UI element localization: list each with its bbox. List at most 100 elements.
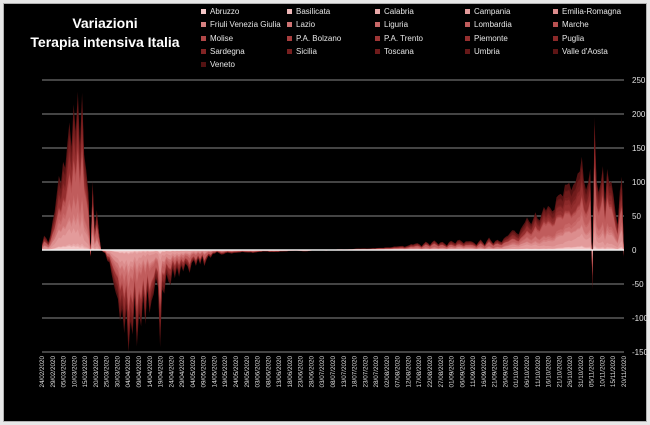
- y-tick-label: 150: [632, 144, 646, 153]
- x-tick-label: 06/10/2020: [524, 356, 531, 388]
- legend-label: Sardegna: [210, 46, 245, 56]
- legend-item: Sicilia: [287, 45, 317, 58]
- legend-item: P.A. Bolzano: [287, 32, 341, 45]
- legend-swatch: [553, 48, 558, 54]
- legend-swatch: [465, 35, 470, 41]
- x-tick-label: 15/11/2020: [610, 356, 617, 388]
- legend-swatch: [465, 9, 470, 14]
- legend-swatch: [201, 22, 206, 28]
- legend-swatch: [375, 9, 380, 14]
- legend-swatch: [201, 9, 206, 14]
- legend-item: Sardegna: [201, 45, 245, 58]
- legend-swatch: [553, 9, 558, 14]
- x-tick-label: 08/07/2020: [330, 356, 337, 388]
- y-tick-label: 0: [632, 246, 637, 255]
- legend-item: Calabria: [375, 5, 414, 18]
- legend-swatch: [375, 22, 380, 28]
- x-tick-label: 04/04/2020: [125, 356, 132, 388]
- x-tick-label: 01/09/2020: [449, 356, 456, 388]
- x-tick-label: 28/06/2020: [308, 355, 315, 387]
- x-tick-label: 12/08/2020: [405, 355, 412, 387]
- legend-item: Liguria: [375, 18, 408, 31]
- legend-item: Lazio: [287, 18, 315, 31]
- legend-label: Calabria: [384, 7, 414, 16]
- x-tick-label: 17/08/2020: [416, 356, 423, 388]
- x-tick-label: 10/03/2020: [71, 355, 78, 387]
- x-tick-label: 23/06/2020: [298, 356, 305, 388]
- legend-swatch: [465, 48, 470, 54]
- legend-item: Abruzzo: [201, 5, 239, 18]
- legend-swatch: [287, 48, 292, 54]
- x-tick-label: 13/07/2020: [341, 356, 348, 388]
- y-tick-label: -50: [632, 280, 644, 289]
- y-tick-label: -150: [632, 348, 649, 357]
- x-tick-label: 20/03/2020: [93, 356, 100, 388]
- x-tick-label: 18/07/2020: [352, 356, 359, 388]
- y-tick-label: 100: [632, 178, 646, 187]
- x-tick-label: 19/05/2020: [222, 356, 229, 388]
- legend-label: Friuli Venezia Giulia: [210, 20, 281, 30]
- legend-item: Campania: [465, 5, 510, 18]
- x-tick-label: 11/09/2020: [470, 356, 477, 388]
- x-tick-label: 15/03/2020: [82, 356, 89, 388]
- legend-swatch: [553, 22, 558, 28]
- legend-item: Valle d'Aosta: [553, 45, 608, 58]
- legend-item: Emilia-Romagna: [553, 5, 621, 18]
- y-tick-label: 50: [632, 212, 641, 221]
- x-tick-label: 29/05/2020: [244, 356, 251, 388]
- legend-label: Marche: [562, 20, 589, 30]
- x-tick-label: 30/03/2020: [114, 355, 121, 387]
- x-tick-label: 03/07/2020: [319, 356, 326, 388]
- x-tick-label: 05/11/2020: [589, 356, 596, 388]
- legend-label: Valle d'Aosta: [562, 46, 608, 56]
- x-tick-label: 09/05/2020: [201, 356, 208, 388]
- legend-label: Lazio: [296, 20, 316, 30]
- x-tick-label: 16/10/2020: [546, 356, 553, 388]
- legend-label: Liguria: [384, 20, 409, 30]
- x-tick-label: 26/10/2020: [567, 356, 574, 388]
- legend-item: Molise: [201, 32, 233, 45]
- x-tick-label: 20/11/2020: [621, 356, 628, 388]
- y-tick-label: 200: [632, 110, 646, 119]
- legend-label: Molise: [210, 33, 234, 43]
- legend-item: Lombardia: [465, 18, 512, 31]
- legend-label: Lombardia: [474, 20, 512, 30]
- legend-item: Marche: [553, 18, 589, 31]
- legend-item: Umbria: [465, 45, 500, 58]
- legend-swatch: [465, 22, 470, 28]
- legend-label: Sicilia: [296, 46, 317, 56]
- x-tick-label: 31/10/2020: [578, 356, 585, 388]
- x-tick-label: 27/08/2020: [438, 356, 445, 388]
- x-tick-label: 21/10/2020: [556, 355, 563, 387]
- x-tick-label: 21/09/2020: [492, 356, 499, 388]
- legend-item: Puglia: [553, 32, 584, 45]
- y-tick-label: -100: [632, 314, 649, 323]
- legend-label: Emilia-Romagna: [562, 7, 622, 16]
- legend-label: Puglia: [562, 33, 585, 43]
- legend-item: Veneto: [201, 58, 235, 71]
- legend-label: Abruzzo: [210, 7, 240, 16]
- x-tick-label: 06/09/2020: [459, 355, 466, 387]
- x-tick-label: 18/06/2020: [287, 356, 294, 388]
- x-tick-label: 02/08/2020: [384, 356, 391, 388]
- x-tick-label: 24/02/2020: [39, 356, 46, 388]
- x-tick-label: 19/04/2020: [158, 356, 165, 388]
- legend-swatch: [375, 35, 380, 41]
- x-tick-label: 07/08/2020: [395, 356, 402, 388]
- x-tick-label: 05/03/2020: [61, 356, 68, 388]
- x-tick-label: 29/04/2020: [179, 356, 186, 388]
- legend-label: Campania: [474, 7, 511, 16]
- x-tick-label: 26/09/2020: [502, 355, 509, 387]
- legend-swatch: [375, 48, 380, 54]
- legend-label: Umbria: [474, 46, 500, 56]
- x-tick-label: 23/07/2020: [362, 355, 369, 387]
- legend-swatch: [287, 22, 292, 28]
- x-tick-label: 01/10/2020: [513, 356, 520, 388]
- x-tick-label: 24/05/2020: [233, 356, 240, 388]
- x-tick-label: 08/06/2020: [265, 355, 272, 387]
- legend-swatch: [201, 48, 206, 54]
- legend-swatch: [287, 9, 292, 14]
- legend-label: P.A. Trento: [384, 33, 423, 43]
- x-tick-label: 03/06/2020: [255, 356, 262, 388]
